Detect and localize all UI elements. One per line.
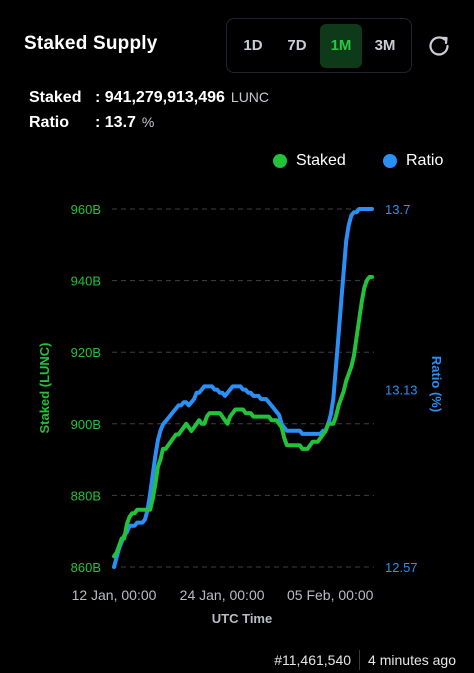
staked-unit: LUNC (230, 89, 270, 105)
y-left-tick-label: 940B (71, 274, 101, 289)
footer: #11,461,540 4 minutes ago (274, 650, 456, 670)
range-3m-button[interactable]: 3M (374, 37, 396, 54)
legend-ratio-label: Ratio (406, 152, 444, 169)
range-7d-button[interactable]: 7D (287, 37, 307, 54)
ratio-legend-dot (383, 154, 397, 168)
refresh-icon[interactable] (426, 33, 452, 59)
ratio-value: 13.7 (104, 114, 136, 131)
footer-divider (359, 650, 361, 670)
chart-title: Staked Supply (24, 33, 158, 54)
x-tick-label: 24 Jan, 00:00 (180, 587, 265, 603)
y-axis-right-label: Ratio (%) (429, 356, 444, 412)
block-height: #11,461,540 (274, 652, 352, 668)
range-1m-button[interactable]: 1M (320, 23, 362, 68)
y-right-tick-label: 13.13 (385, 383, 418, 398)
ratio-label: Ratio (29, 114, 69, 131)
y-left-tick-label: 880B (71, 488, 101, 503)
y-left-tick-label: 920B (71, 345, 101, 360)
ratio-unit: % (141, 114, 155, 130)
staked-line (112, 275, 374, 559)
range-1d-button[interactable]: 1D (243, 37, 263, 54)
x-tick-label: 12 Jan, 00:00 (72, 587, 157, 603)
ratio-line (112, 207, 374, 569)
staked-legend-dot (273, 154, 287, 168)
y-right-tick-label: 13.7 (385, 202, 410, 217)
y-axis-left-label: Staked (LUNC) (37, 342, 52, 433)
staked-stat: Staked: 941,279,913,496 LUNC (29, 89, 270, 106)
legend-ratio[interactable]: Ratio (383, 152, 443, 170)
x-axis-label: UTC Time (212, 611, 272, 626)
staked-label: Staked (29, 89, 82, 106)
range-selector: 1D 7D 1M 3M (226, 18, 412, 73)
y-left-tick-label: 860B (71, 560, 101, 575)
x-tick-label: 05 Feb, 00:00 (287, 587, 374, 603)
legend-staked[interactable]: Staked (273, 152, 346, 170)
ratio-stat: Ratio: 13.7% (29, 114, 155, 131)
staked-value: 941,279,913,496 (104, 89, 225, 106)
y-left-tick-label: 900B (71, 417, 101, 432)
y-left-tick-label: 960B (71, 202, 101, 217)
last-updated: 4 minutes ago (368, 652, 456, 668)
y-right-tick-label: 12.57 (385, 560, 418, 575)
legend-staked-label: Staked (296, 152, 346, 169)
